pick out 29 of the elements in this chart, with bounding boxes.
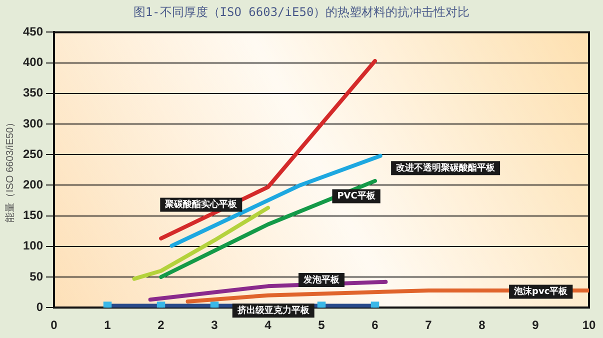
chart-title: 图1-不同厚度（ISO 6603/iE50）的热塑材料的抗冲击性对比 xyxy=(132,4,471,21)
series-label: 聚碳酸酯实心平板 xyxy=(164,199,238,210)
x-tick-label: 4 xyxy=(264,318,272,332)
series-label: 发泡平板 xyxy=(302,274,341,286)
y-tick-label: 200 xyxy=(22,178,44,192)
x-tick-label: 0 xyxy=(50,318,58,332)
x-tick-label: 5 xyxy=(318,318,326,332)
series-label: 挤出级亚克力平板 xyxy=(236,305,310,316)
y-axis-title: 能量（ISO 6603/iE50） xyxy=(4,117,16,222)
y-tick-label: 250 xyxy=(22,146,44,161)
x-tick-label: 7 xyxy=(425,318,432,332)
x-tick-label: 3 xyxy=(211,318,218,332)
x-tick-label: 2 xyxy=(158,318,165,332)
series-label: 改进不透明聚碳酸酯平板 xyxy=(396,162,496,174)
y-tick-label: 300 xyxy=(22,116,44,130)
series-label: 泡沫pvc平板 xyxy=(513,286,569,298)
x-tick-label: 9 xyxy=(532,318,540,332)
y-tick-label: 0 xyxy=(36,300,44,314)
x-tick-label: 10 xyxy=(582,318,596,332)
x-tick-label: 1 xyxy=(104,318,112,332)
y-tick-label: 450 xyxy=(22,24,44,39)
y-tick-label: 150 xyxy=(22,208,44,222)
series-label: PVC平板 xyxy=(337,190,376,202)
x-tick-label: 8 xyxy=(478,318,486,332)
y-tick-label: 50 xyxy=(30,269,44,284)
y-tick-label: 400 xyxy=(22,55,44,70)
y-tick-label: 350 xyxy=(22,86,44,100)
x-tick-label: 6 xyxy=(372,318,379,332)
y-tick-label: 100 xyxy=(22,238,44,253)
